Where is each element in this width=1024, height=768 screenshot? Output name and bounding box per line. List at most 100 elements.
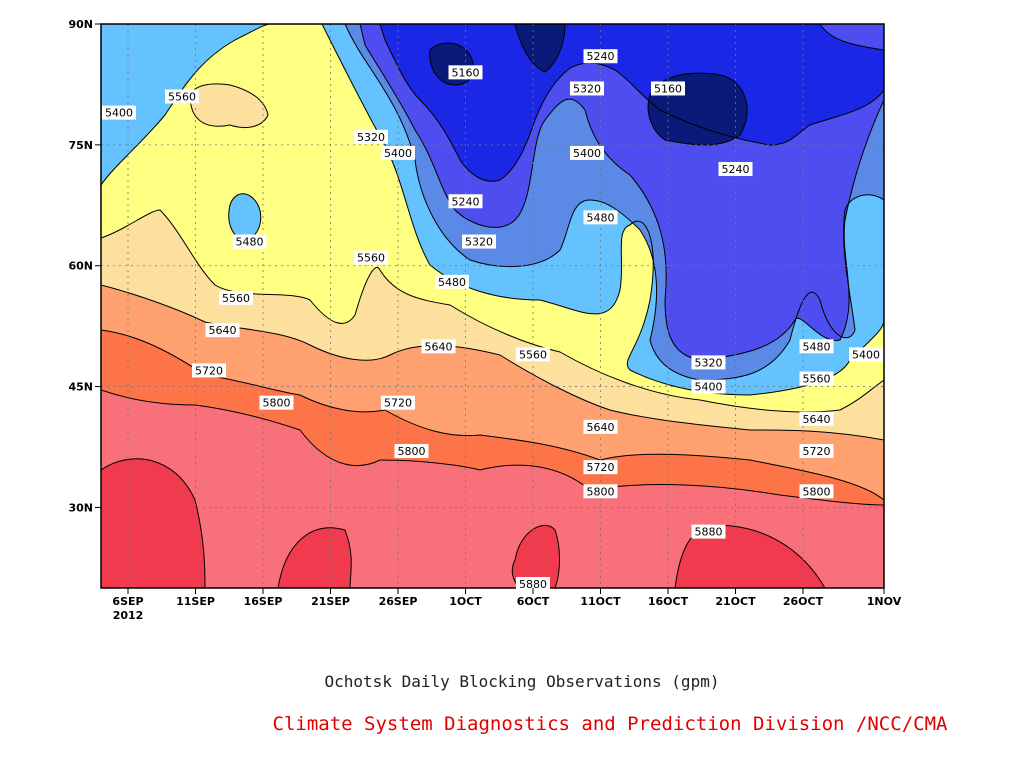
contour-label-19: 5400 bbox=[573, 147, 601, 160]
contour-label-bg-24 bbox=[583, 484, 618, 499]
contour-label-bg-26 bbox=[651, 81, 685, 96]
contour-label-bg-17 bbox=[583, 49, 618, 64]
contour-line-5 bbox=[101, 24, 884, 501]
contour-label-7: 5320 bbox=[357, 131, 385, 144]
contour-label-bg-25 bbox=[516, 577, 550, 591]
contour-label-bg-1 bbox=[165, 89, 199, 104]
contour-label-27: 5240 bbox=[722, 163, 750, 176]
contour-line-9 bbox=[101, 24, 884, 381]
x-tick-label-11: 1NOV bbox=[867, 595, 902, 608]
contour-label-bg-31 bbox=[799, 339, 834, 354]
contour-label-13: 5560 bbox=[357, 252, 385, 265]
contour-lines bbox=[101, 24, 884, 588]
contour-label-31: 5480 bbox=[803, 340, 831, 353]
contour-label-12: 5480 bbox=[438, 276, 466, 289]
contour-label-1: 5560 bbox=[168, 91, 196, 104]
x-axis-year-label: 2012 bbox=[113, 609, 144, 622]
contour-label-bg-8 bbox=[381, 145, 415, 160]
band_5560_5640-region-16 bbox=[190, 83, 268, 128]
chart-title: Ochotsk Daily Blocking Observations (gpm… bbox=[324, 672, 720, 691]
contour-labels: 5400 5560 5480 5560 5640 5720 5800 5320 5400 5160… bbox=[102, 49, 883, 591]
contour-line-14 bbox=[647, 72, 748, 146]
x-tick-label-3: 21SEP bbox=[311, 595, 350, 608]
contour-label-bg-4 bbox=[205, 323, 240, 338]
contour-label-bg-14 bbox=[421, 339, 456, 354]
contour-label-bg-6 bbox=[259, 395, 294, 410]
contour-line-7 bbox=[101, 24, 884, 413]
contour-label-14: 5640 bbox=[425, 340, 453, 353]
contour-label-bg-5 bbox=[192, 363, 226, 378]
contour-label-0: 5400 bbox=[105, 107, 133, 120]
contour-label-bg-22 bbox=[583, 419, 618, 434]
x-tick-label-1: 11SEP bbox=[176, 595, 215, 608]
contour-label-bg-11 bbox=[462, 234, 496, 249]
x-tick-label-7: 11OCT bbox=[580, 595, 621, 608]
contour-label-bg-9 bbox=[448, 65, 483, 80]
contour-label-bg-35 bbox=[799, 444, 834, 459]
contour-line-4 bbox=[101, 24, 884, 506]
contour-label-4: 5640 bbox=[209, 324, 237, 337]
contour-label-bg-29 bbox=[691, 379, 726, 394]
contour-line-2 bbox=[511, 524, 560, 588]
contour-label-28: 5320 bbox=[695, 356, 723, 369]
contour-label-8: 5400 bbox=[384, 147, 412, 160]
band_ge_5880-region-2 bbox=[512, 525, 560, 588]
contour-label-bg-33 bbox=[799, 371, 834, 386]
contour-label-21: 5560 bbox=[519, 348, 547, 361]
contour-label-26: 5160 bbox=[654, 82, 682, 95]
contour-label-2: 5480 bbox=[236, 236, 264, 249]
band_ge_5880-region-1 bbox=[278, 527, 352, 588]
contour-label-bg-20 bbox=[583, 210, 618, 225]
x-tick-label-5: 1OCT bbox=[449, 595, 482, 608]
contour-label-23: 5720 bbox=[587, 461, 615, 474]
contour-label-bg-32 bbox=[849, 347, 883, 362]
y-tick-label-1: 45N bbox=[68, 381, 93, 394]
contour-label-17: 5240 bbox=[587, 50, 615, 63]
contour-bands bbox=[101, 24, 884, 588]
contour-line-10 bbox=[359, 24, 884, 361]
x-tick-label-6: 6OCT bbox=[517, 595, 550, 608]
contour-line-15 bbox=[228, 193, 262, 241]
grid-lines bbox=[101, 24, 884, 588]
contour-label-bg-27 bbox=[718, 162, 753, 177]
contour-label-20: 5480 bbox=[587, 211, 615, 224]
contour-label-bg-30 bbox=[691, 524, 726, 539]
contour-label-5: 5720 bbox=[195, 364, 223, 377]
contour-line-16 bbox=[189, 83, 269, 128]
x-tick-label-4: 26SEP bbox=[379, 595, 418, 608]
contour-label-bg-21 bbox=[516, 347, 550, 362]
band_5400_5480-region-15 bbox=[228, 193, 261, 240]
contour-label-30: 5880 bbox=[695, 526, 723, 539]
credit-text: Climate System Diagnostics and Predictio… bbox=[272, 713, 948, 735]
contour-label-9: 5160 bbox=[452, 66, 480, 79]
contour-line-0 bbox=[101, 458, 206, 588]
contour-label-bg-28 bbox=[691, 355, 726, 370]
contour-label-bg-2 bbox=[232, 234, 267, 249]
contour-label-16: 5800 bbox=[398, 445, 426, 458]
contour-label-11: 5320 bbox=[465, 236, 493, 249]
contour-label-29: 5400 bbox=[695, 381, 723, 394]
contour-label-6: 5800 bbox=[263, 397, 291, 410]
contour-label-bg-18 bbox=[570, 81, 604, 96]
band_5160_5240-region-11 bbox=[380, 24, 884, 182]
contour-label-bg-19 bbox=[570, 145, 604, 160]
y-tick-label-2: 60N bbox=[68, 260, 93, 273]
contour-label-18: 5320 bbox=[573, 82, 601, 95]
contour-label-3: 5560 bbox=[222, 292, 250, 305]
plot-frame bbox=[100, 23, 885, 589]
contour-label-32: 5400 bbox=[852, 348, 880, 361]
contour-label-bg-10 bbox=[448, 194, 483, 209]
contour-line-13 bbox=[514, 24, 566, 73]
contour-label-bg-13 bbox=[354, 250, 388, 265]
contour-label-35: 5720 bbox=[803, 445, 831, 458]
contour-label-22: 5640 bbox=[587, 421, 615, 434]
contour-label-36: 5800 bbox=[803, 485, 831, 498]
contour-label-24: 5800 bbox=[587, 485, 615, 498]
contour-label-bg-3 bbox=[219, 290, 253, 305]
contour-label-bg-23 bbox=[583, 460, 618, 475]
contour-label-15: 5720 bbox=[384, 397, 412, 410]
contour-label-bg-16 bbox=[394, 444, 429, 459]
x-axis: 6SEP 11SEP 16SEP 21SEP 26SEP 1OCT 6OCT 11OCT 16O… bbox=[112, 588, 902, 622]
contour-label-33: 5560 bbox=[803, 373, 831, 386]
contour-label-10: 5240 bbox=[452, 195, 480, 208]
